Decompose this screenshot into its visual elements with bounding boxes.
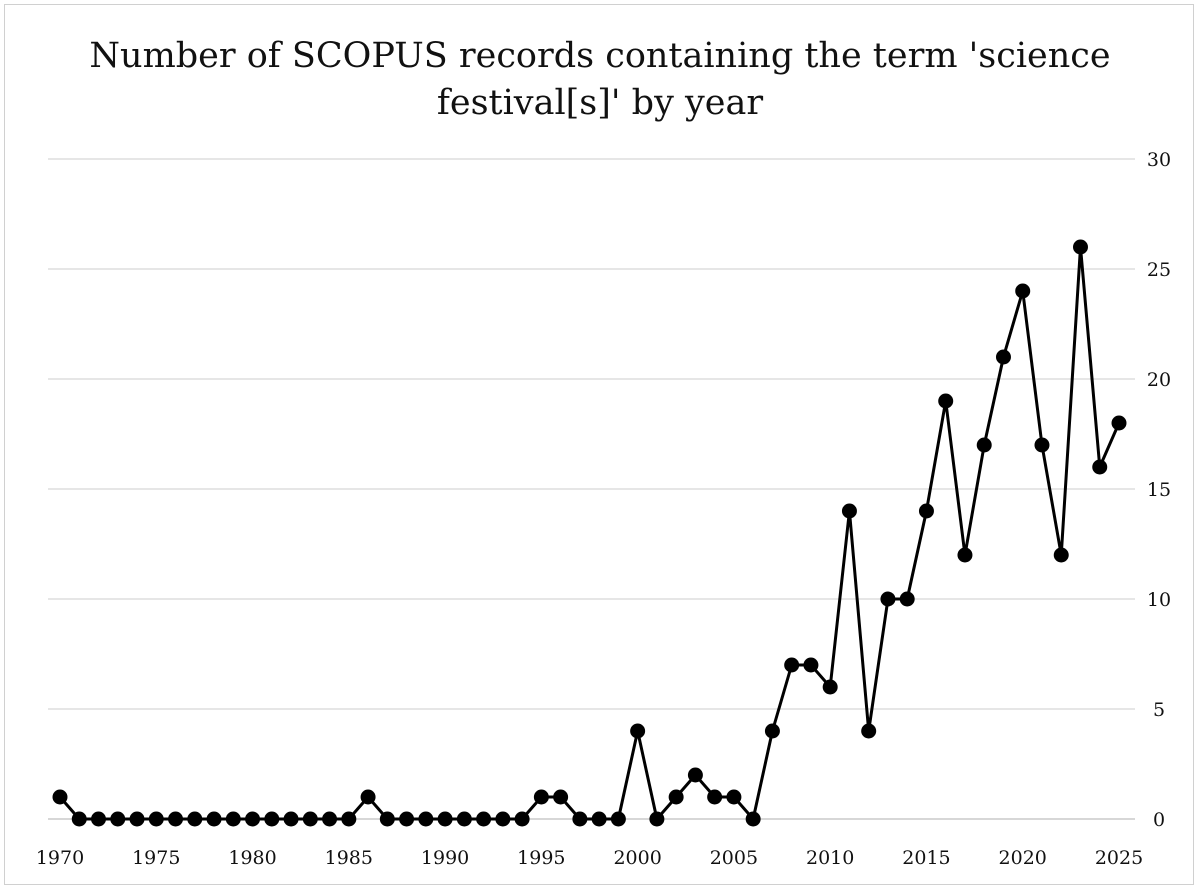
data-point-1990 xyxy=(437,811,453,827)
data-point-1978 xyxy=(206,811,222,827)
x-tick-label: 1985 xyxy=(325,847,373,869)
series-group xyxy=(52,239,1127,827)
data-point-1992 xyxy=(476,811,492,827)
data-point-1991 xyxy=(456,811,472,827)
y-axis-ticks: 0 5 10 15 20 25 30 xyxy=(1147,149,1171,831)
x-tick-label: 1990 xyxy=(421,847,469,869)
x-axis-ticks: 1970 1975 1980 1985 1990 1995 2000 2005 2010 2015… xyxy=(36,847,1143,869)
data-point-1987 xyxy=(379,811,395,827)
data-point-2014 xyxy=(899,591,915,607)
data-point-2011 xyxy=(841,503,857,519)
data-point-2019 xyxy=(995,349,1011,365)
y-tick-label: 10 xyxy=(1147,589,1171,611)
data-point-1982 xyxy=(283,811,299,827)
data-point-2007 xyxy=(764,723,780,739)
x-tick-label: 1970 xyxy=(36,847,84,869)
x-tick-label: 2005 xyxy=(710,847,758,869)
x-tick-label: 1975 xyxy=(132,847,180,869)
y-tick-label: 20 xyxy=(1147,369,1171,391)
data-point-2009 xyxy=(803,657,819,673)
data-point-1971 xyxy=(71,811,87,827)
data-point-2005 xyxy=(726,789,742,805)
x-tick-label: 2025 xyxy=(1095,847,1143,869)
data-point-1989 xyxy=(418,811,434,827)
chart-title: Number of SCOPUS records containing the … xyxy=(89,36,1110,123)
data-point-1986 xyxy=(360,789,376,805)
data-point-1995 xyxy=(533,789,549,805)
data-point-2022 xyxy=(1053,547,1069,563)
y-tick-label: 30 xyxy=(1147,149,1171,171)
data-point-2015 xyxy=(918,503,934,519)
data-point-2016 xyxy=(938,393,954,409)
x-tick-label: 2000 xyxy=(613,847,661,869)
data-point-1979 xyxy=(225,811,241,827)
data-point-2006 xyxy=(745,811,761,827)
y-tick-label: 0 xyxy=(1153,809,1165,831)
data-point-1976 xyxy=(168,811,184,827)
data-point-2003 xyxy=(687,767,703,783)
data-point-1972 xyxy=(91,811,107,827)
data-point-1999 xyxy=(610,811,626,827)
data-point-1981 xyxy=(264,811,280,827)
data-point-1996 xyxy=(553,789,569,805)
chart-title-line-1: Number of SCOPUS records containing the … xyxy=(89,36,1110,76)
data-point-2020 xyxy=(1015,283,1031,299)
data-point-2010 xyxy=(822,679,838,695)
y-tick-label: 25 xyxy=(1147,259,1171,281)
data-point-1997 xyxy=(572,811,588,827)
x-tick-label: 2020 xyxy=(999,847,1047,869)
chart-title-line-2: festival[s]' by year xyxy=(437,83,763,123)
x-tick-label: 1995 xyxy=(517,847,565,869)
data-point-1993 xyxy=(495,811,511,827)
data-point-2021 xyxy=(1034,437,1050,453)
series-line xyxy=(58,245,1121,821)
data-point-2008 xyxy=(784,657,800,673)
y-tick-label: 15 xyxy=(1147,479,1171,501)
data-point-2023 xyxy=(1072,239,1088,255)
data-point-2025 xyxy=(1111,415,1127,431)
data-point-1975 xyxy=(148,811,164,827)
data-point-1998 xyxy=(591,811,607,827)
data-point-1985 xyxy=(341,811,357,827)
data-point-1988 xyxy=(399,811,415,827)
data-point-1970 xyxy=(52,789,68,805)
data-point-2013 xyxy=(880,591,896,607)
data-point-2024 xyxy=(1092,459,1108,475)
data-point-1974 xyxy=(129,811,145,827)
data-point-1980 xyxy=(245,811,261,827)
chart-frame xyxy=(4,4,1194,885)
x-tick-label: 1980 xyxy=(228,847,276,869)
data-point-1983 xyxy=(302,811,318,827)
gridlines xyxy=(48,158,1135,820)
x-tick-label: 2015 xyxy=(902,847,950,869)
data-point-2004 xyxy=(707,789,723,805)
data-point-2000 xyxy=(630,723,646,739)
data-point-1984 xyxy=(322,811,338,827)
x-tick-label: 2010 xyxy=(806,847,854,869)
data-point-2002 xyxy=(668,789,684,805)
data-point-1994 xyxy=(514,811,530,827)
y-tick-label: 5 xyxy=(1153,699,1165,721)
data-point-2017 xyxy=(957,547,973,563)
data-point-1973 xyxy=(110,811,126,827)
data-point-2018 xyxy=(976,437,992,453)
data-point-2012 xyxy=(861,723,877,739)
data-point-1977 xyxy=(187,811,203,827)
data-point-2001 xyxy=(649,811,665,827)
